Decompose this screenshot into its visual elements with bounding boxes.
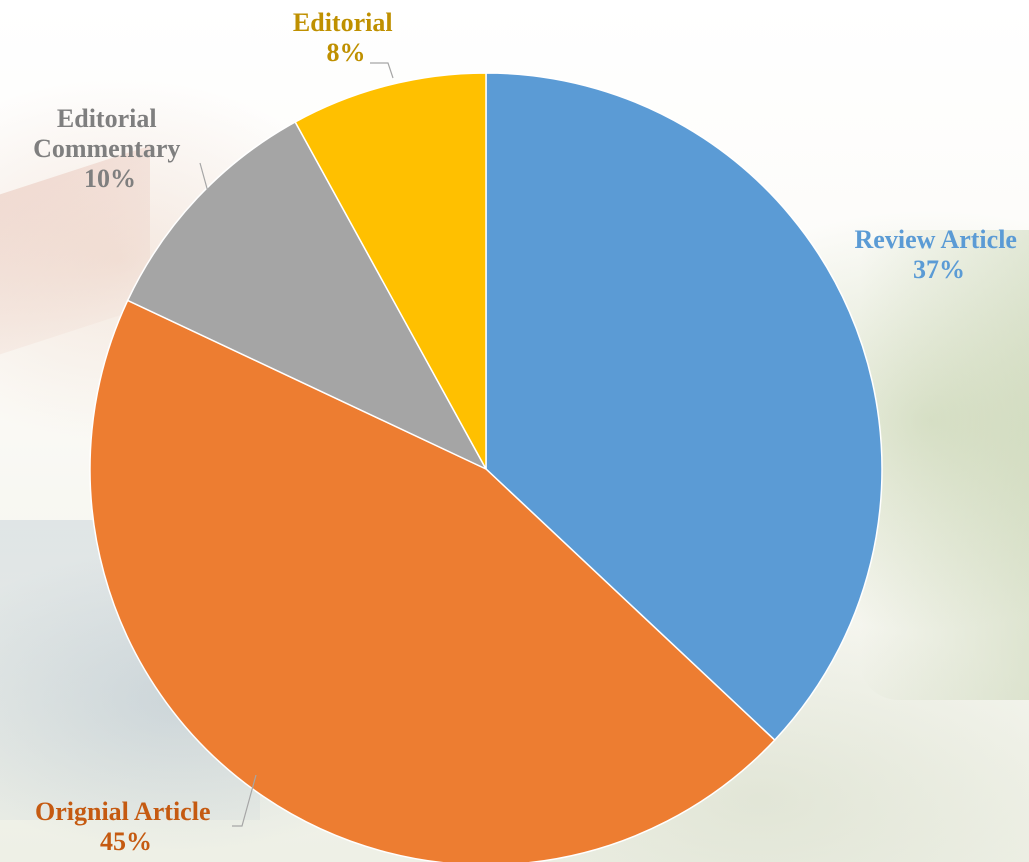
leader-line-editorial [370, 62, 394, 79]
svg-text:Orignial Article 45%: Orignial Article 45% [35, 797, 217, 856]
slice-label-review-article: Review Article 37% [855, 225, 1024, 284]
leader-lines [199, 62, 394, 827]
background-foliage [859, 230, 1029, 700]
svg-text:Review Article 37%: Review Article 37% [855, 225, 1024, 284]
slice-percent: 10% [84, 164, 136, 193]
svg-text:Editorial 8%: Editorial 8% [293, 8, 399, 67]
slice-name: Orignial Article [35, 797, 210, 826]
slice-percent: 37% [913, 255, 965, 284]
slice-name: Editorial [293, 8, 393, 37]
slice-name-line-1: Editorial [57, 104, 157, 133]
slice-label-original-article: Orignial Article 45% [35, 797, 217, 856]
slice-label-editorial: Editorial 8% [293, 8, 399, 67]
slice-label-editorial-commentary: Editorial Commentary 10% [33, 104, 187, 193]
slice-name: Review Article [855, 225, 1017, 254]
pie-slice-editorial-commentary [126, 120, 488, 471]
leader-line-original-article [232, 774, 257, 827]
slice-percent: 45% [100, 827, 152, 856]
slice-percent: 8% [327, 38, 366, 67]
leader-line-editorial-commentary [199, 162, 209, 193]
pie-slice-original-article [89, 299, 776, 862]
pie-slice-review-article [485, 72, 883, 742]
pie-slices [89, 72, 883, 862]
pie-slice-editorial [294, 72, 487, 470]
svg-text:Editorial Commentary: Editorial Commentary 10% [33, 104, 187, 193]
slice-name-line-2: Commentary [33, 134, 180, 163]
